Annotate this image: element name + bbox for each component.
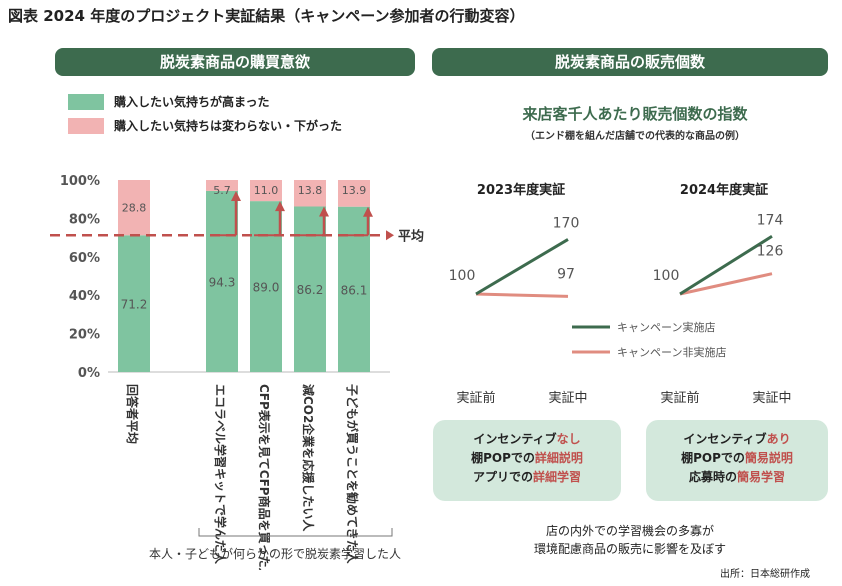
rise-arrow-head — [231, 190, 241, 201]
sales-index-subnote: （エンド棚を組んだ店舗での代表的な商品の例） — [525, 131, 745, 142]
line-chart-title: 2024年度実証 — [680, 182, 768, 198]
callout-2023-l2a: 棚POPでの — [471, 451, 535, 465]
campaign-line — [679, 235, 773, 296]
x-tick-before: 実証前 — [456, 390, 495, 406]
bar-increased — [118, 235, 150, 372]
conclusion-line2: 環境配慮商品の販売に影響を及ぼす — [533, 542, 726, 556]
category-label: 回答者平均 — [125, 384, 140, 444]
callout-2023-l2b: 詳細説明 — [534, 451, 583, 465]
legend-label-campaign: キャンペーン実施店 — [617, 320, 715, 334]
x-tick-before: 実証前 — [660, 390, 699, 406]
legend-label-unchanged: 購入したい気持ちは変わらない・下がった — [114, 119, 343, 133]
callout-2024-l3b: 簡易学習 — [737, 470, 786, 484]
group-bracket — [198, 528, 393, 537]
legend-item-increased: 購入したい気持ちが高まった — [68, 93, 270, 110]
bar-unchanged — [250, 180, 282, 202]
non-campaign-line — [679, 272, 773, 296]
callout-2024-l2a: 棚POPでの — [681, 451, 745, 465]
legend-swatch-pink — [68, 117, 104, 134]
purchase-intent-bar-chart: 0% 20% 40% 60% 80% 100% 71.2 28.8 回答者平均 94.3 5.7 エコ… — [50, 174, 424, 570]
callout-2023-l3b: 詳細学習 — [533, 470, 582, 484]
category-label: 子どもが買うことを勧めてきた人 — [345, 384, 360, 565]
bar-unchanged — [338, 180, 370, 207]
callout-2024-l1a: インセンティブ — [683, 432, 767, 446]
bar-label-increased: 71.2 — [121, 298, 148, 312]
bar-increased — [206, 190, 238, 372]
bracket-label: 本人・子どもが何らかの形で脱炭素学習した人 — [149, 546, 401, 561]
legend-item-unchanged: 購入したい気持ちは変わらない・下がった — [68, 117, 342, 134]
y-tick-label: 80% — [69, 212, 100, 227]
x-tick-during: 実証中 — [752, 390, 791, 406]
bar-label-increased: 86.2 — [297, 283, 324, 297]
source-note: 出所：日本総研作成 — [720, 569, 810, 580]
sales-index-line-charts: 2023年度実証 100 170 97 実証前 実証中 2024年度実証 100 174 126 実… — [449, 182, 792, 406]
bar-label-increased: 89.0 — [253, 281, 280, 295]
right-banner: 脱炭素商品の販売個数 — [432, 48, 828, 76]
callout-2023: インセンティブなし 棚POPでの詳細説明 アプリでの詳細学習 — [433, 420, 621, 501]
category-label: エコラベル学習キットで学んだ人 — [213, 384, 228, 565]
page-title: 図表 2024 年度のプロジェクト実証結果（キャンペーン参加者の行動変容） — [8, 7, 525, 25]
non-campaign-line — [475, 292, 569, 298]
left-banner: 脱炭素商品の購買意欲 — [55, 48, 415, 76]
average-arrow-icon — [386, 230, 394, 241]
y-tick-label: 100% — [60, 174, 100, 189]
legend-label-non-campaign: キャンペーン非実施店 — [617, 345, 726, 359]
conclusion-line1: 店の内外での学習機会の多寡が — [545, 524, 714, 538]
category-label: CFP表示を見てCFP商品を買った人 — [257, 384, 272, 570]
start-value-label: 100 — [449, 268, 476, 284]
rise-arrow-head — [275, 201, 285, 212]
bar-label-increased: 86.1 — [341, 283, 368, 297]
callout-2023-l1b: なし — [556, 432, 581, 446]
callout-2023-l3a: アプリでの — [472, 470, 533, 484]
non-campaign-end-label: 97 — [557, 266, 575, 282]
y-tick-label: 60% — [69, 251, 100, 266]
x-tick-during: 実証中 — [548, 390, 587, 406]
campaign-line — [475, 238, 569, 296]
rise-arrow-head — [363, 206, 373, 217]
callout-2023-l1a: インセンティブ — [473, 432, 557, 446]
bar-unchanged — [206, 180, 238, 191]
conclusion: 店の内外での学習機会の多寡が 環境配慮商品の販売に影響を及ぼす — [432, 522, 828, 558]
y-tick-label: 40% — [69, 289, 100, 304]
bar-unchanged — [294, 180, 326, 207]
campaign-end-label: 170 — [553, 215, 580, 231]
average-label: 平均 — [398, 228, 424, 244]
callout-2024-l2b: 簡易説明 — [744, 451, 793, 465]
rise-arrow-head — [319, 206, 329, 217]
bar-label-unchanged: 11.0 — [254, 184, 279, 197]
bar-label-unchanged: 13.9 — [342, 184, 367, 197]
bar-label-unchanged: 28.8 — [122, 202, 147, 215]
legend-swatch-green — [68, 93, 104, 110]
start-value-label: 100 — [653, 268, 680, 284]
sales-index-subtitle: 来店客千人あたり販売個数の指数 — [522, 105, 748, 123]
bar-label-unchanged: 13.8 — [298, 184, 323, 197]
callout-2024-l3a: 応募時の — [688, 470, 737, 484]
bar-label-unchanged: 5.7 — [213, 184, 231, 197]
bar-increased — [250, 201, 282, 372]
bar-label-increased: 94.3 — [209, 275, 236, 289]
line-chart-title: 2023年度実証 — [477, 182, 565, 198]
bar-unchanged — [118, 180, 150, 236]
campaign-end-label: 174 — [757, 212, 784, 228]
y-tick-label: 0% — [78, 366, 100, 381]
category-label: 減CO2企業を応援したい人 — [301, 384, 316, 532]
callout-2024: インセンティブあり 棚POPでの簡易説明 応募時の簡易学習 — [646, 420, 828, 501]
y-tick-label: 20% — [69, 328, 100, 343]
legend-label-increased: 購入したい気持ちが高まった — [114, 95, 270, 109]
non-campaign-end-label: 126 — [757, 244, 784, 260]
callout-2024-l1b: あり — [766, 432, 791, 446]
